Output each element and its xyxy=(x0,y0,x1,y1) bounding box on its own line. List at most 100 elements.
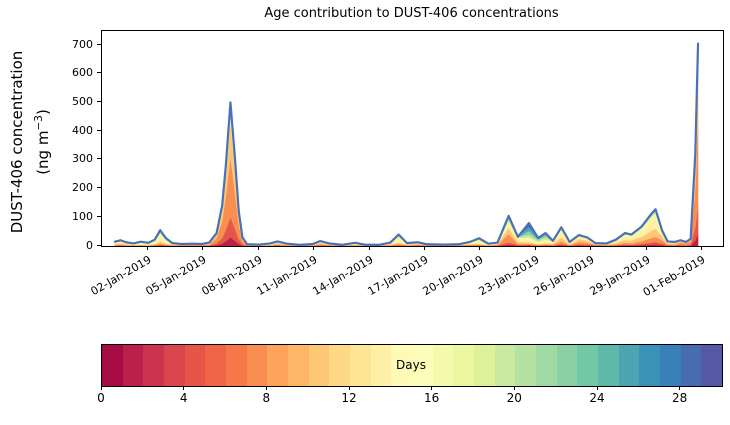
colorbar-segment xyxy=(143,345,165,386)
y-tick-label: 100 xyxy=(72,209,93,223)
y-tick-mark xyxy=(97,244,101,246)
colorbar-segment xyxy=(267,345,289,386)
colorbar-segment xyxy=(308,345,330,386)
colorbar-tick-mark xyxy=(183,386,185,390)
x-tick-mark xyxy=(202,246,204,250)
chart-title: Age contribution to DUST-406 concentrati… xyxy=(264,6,559,21)
x-tick-label: 23-Jan-2019 xyxy=(476,253,542,299)
x-tick-label: 11-Jan-2019 xyxy=(254,253,320,299)
colorbar-label: Days xyxy=(396,358,426,372)
colorbar-tick-label: 20 xyxy=(506,391,522,405)
y-tick-label: 300 xyxy=(72,152,93,166)
x-tick-label: 02-Jan-2019 xyxy=(88,253,154,299)
x-tick-label: 08-Jan-2019 xyxy=(199,253,265,299)
colorbar-segment xyxy=(556,345,578,386)
colorbar-tick-mark xyxy=(596,386,598,390)
x-tick-mark xyxy=(423,246,425,250)
age-band-3-6-days xyxy=(114,205,699,246)
colorbar-segment xyxy=(494,345,516,386)
colorbar-tick-mark xyxy=(679,386,681,390)
colorbar-segment xyxy=(453,345,475,386)
colorbar-segment xyxy=(205,345,227,386)
colorbar-segment xyxy=(639,345,661,386)
y-tick-label: 500 xyxy=(72,95,93,108)
y-tick-mark xyxy=(97,129,101,131)
colorbar-tick-label: 8 xyxy=(262,391,271,405)
y-tick-mark xyxy=(97,187,101,189)
x-tick-mark xyxy=(257,246,259,250)
colorbar-segment xyxy=(536,345,557,386)
y-tick-mark xyxy=(97,215,101,217)
superscript-exponent: −3 xyxy=(33,115,45,131)
y-tick-label: 200 xyxy=(72,181,93,195)
colorbar-segment xyxy=(164,345,185,386)
x-tick-mark xyxy=(701,246,703,250)
colorbar-segment xyxy=(474,345,495,386)
y-tick-mark xyxy=(97,158,101,160)
colorbar-tick-mark xyxy=(431,386,433,390)
age-band-21-24-days xyxy=(114,44,699,246)
colorbar-tick-label: 0 xyxy=(97,391,105,405)
x-tick-mark xyxy=(479,246,481,250)
age-band-12-15-days xyxy=(114,53,699,246)
y-axis-label-line2: (ng m−3) xyxy=(33,109,52,175)
y-axis-label: DUST-406 concentration (ng m−3) xyxy=(6,51,54,234)
colorbar-segment xyxy=(680,345,702,386)
y-tick-label: 700 xyxy=(72,37,93,51)
x-tick-label: 14-Jan-2019 xyxy=(310,253,375,299)
colorbar-tick-mark xyxy=(100,386,102,390)
age-band-6-9-days xyxy=(114,120,699,246)
colorbar-segment xyxy=(391,345,413,386)
age-band-18-21-days xyxy=(114,45,699,246)
plot-area xyxy=(101,30,724,247)
colorbar-tick-label: 4 xyxy=(179,391,188,405)
colorbar-segment xyxy=(350,345,371,386)
colorbar xyxy=(101,344,723,387)
age-band-27-30-days xyxy=(114,43,699,246)
x-tick-label: 26-Jan-2019 xyxy=(531,253,597,299)
colorbar-segment xyxy=(288,345,309,386)
x-tick-label: 05-Jan-2019 xyxy=(143,253,209,299)
age-band-15-18-days xyxy=(114,47,699,246)
y-tick-label: 400 xyxy=(72,123,93,137)
y-tick-mark xyxy=(97,101,101,102)
colorbar-segment xyxy=(598,345,619,386)
x-tick-mark xyxy=(146,246,148,250)
y-tick-label: 600 xyxy=(72,66,93,80)
x-tick-mark xyxy=(645,246,647,250)
x-tick-label: 01-Feb-2019 xyxy=(641,253,708,300)
x-tick-label: 17-Jan-2019 xyxy=(365,253,431,299)
y-tick-mark xyxy=(97,43,101,45)
x-tick-mark xyxy=(368,246,370,250)
colorbar-segment xyxy=(122,345,144,386)
colorbar-segment xyxy=(329,345,351,386)
y-tick-mark xyxy=(97,72,101,74)
colorbar-segment xyxy=(370,345,392,386)
colorbar-segment xyxy=(432,345,454,386)
x-tick-mark xyxy=(590,246,592,250)
colorbar-segment xyxy=(412,345,433,386)
x-tick-label: 20-Jan-2019 xyxy=(420,253,486,299)
colorbar-segment xyxy=(618,345,640,386)
y-axis-label-line1: DUST-406 concentration xyxy=(8,50,26,234)
colorbar-segment xyxy=(246,345,268,386)
colorbar-tick-mark xyxy=(265,386,267,390)
colorbar-tick-mark xyxy=(513,386,515,390)
colorbar-segment xyxy=(515,345,537,386)
stacked-area-chart xyxy=(113,42,700,246)
x-tick-mark xyxy=(313,246,314,250)
total-concentration-line xyxy=(113,42,700,246)
colorbar-segment xyxy=(184,345,206,386)
colorbar-tick-label: 24 xyxy=(589,391,605,405)
age-band-24-27-days xyxy=(114,43,699,246)
colorbar-segment xyxy=(102,345,123,386)
colorbar-segment xyxy=(660,345,681,386)
colorbar-tick-mark xyxy=(348,386,350,390)
colorbar-tick-label: 16 xyxy=(424,391,440,405)
colorbar-tick-label: 12 xyxy=(341,391,357,405)
colorbar-segment xyxy=(226,345,247,386)
colorbar-segment xyxy=(577,345,599,386)
y-tick-label: 0 xyxy=(86,238,93,252)
age-band-9-12-days xyxy=(114,69,699,246)
